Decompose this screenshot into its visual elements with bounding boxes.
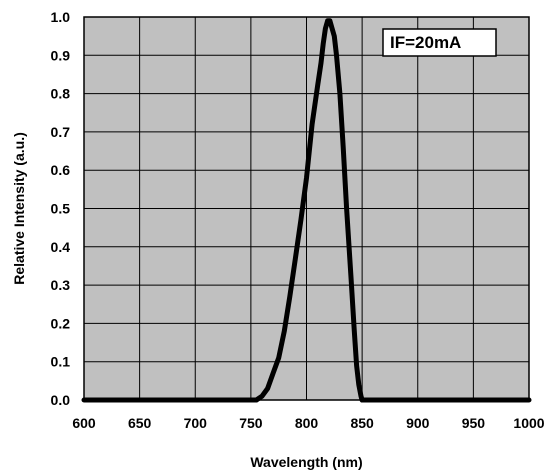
x-tick-label: 700 xyxy=(184,415,208,431)
x-tick-label: 900 xyxy=(406,415,430,431)
y-tick-label: 0.9 xyxy=(51,47,71,63)
y-tick-label: 0.0 xyxy=(51,392,71,408)
x-tick-label: 650 xyxy=(128,415,152,431)
x-tick-label: 850 xyxy=(350,415,374,431)
y-tick-label: 0.1 xyxy=(51,354,71,370)
x-tick-label: 750 xyxy=(239,415,263,431)
legend-annotation: IF=20mA xyxy=(382,28,497,57)
y-tick-labels: 0.0 0.1 0.2 0.3 0.4 0.5 0.6 0.7 0.8 0.9 1.0 xyxy=(51,9,71,408)
y-axis-title: Relative Intensity (a.u.) xyxy=(11,132,27,284)
x-tick-label: 950 xyxy=(462,415,486,431)
annotation-label: IF=20mA xyxy=(390,33,461,52)
grid xyxy=(84,17,529,400)
y-tick-label: 0.4 xyxy=(51,239,71,255)
x-tick-label: 1000 xyxy=(513,415,544,431)
annotation-box xyxy=(382,28,497,57)
x-tick-labels: 600 650 700 750 800 850 900 950 1000 xyxy=(72,415,544,431)
x-tick-label: 800 xyxy=(295,415,319,431)
x-axis-title: Wavelength (nm) xyxy=(250,454,362,470)
y-tick-label: 0.2 xyxy=(51,315,71,331)
series-line-spectrum xyxy=(81,18,532,403)
plot-border xyxy=(83,16,530,401)
y-tick-label: 0.8 xyxy=(51,86,71,102)
y-tick-label: 0.5 xyxy=(51,201,71,217)
y-tick-label: 0.6 xyxy=(51,162,71,178)
y-tick-label: 1.0 xyxy=(51,9,71,25)
y-tick-label: 0.3 xyxy=(51,277,71,293)
x-tick-label: 600 xyxy=(72,415,96,431)
y-tick-label: 0.7 xyxy=(51,124,71,140)
